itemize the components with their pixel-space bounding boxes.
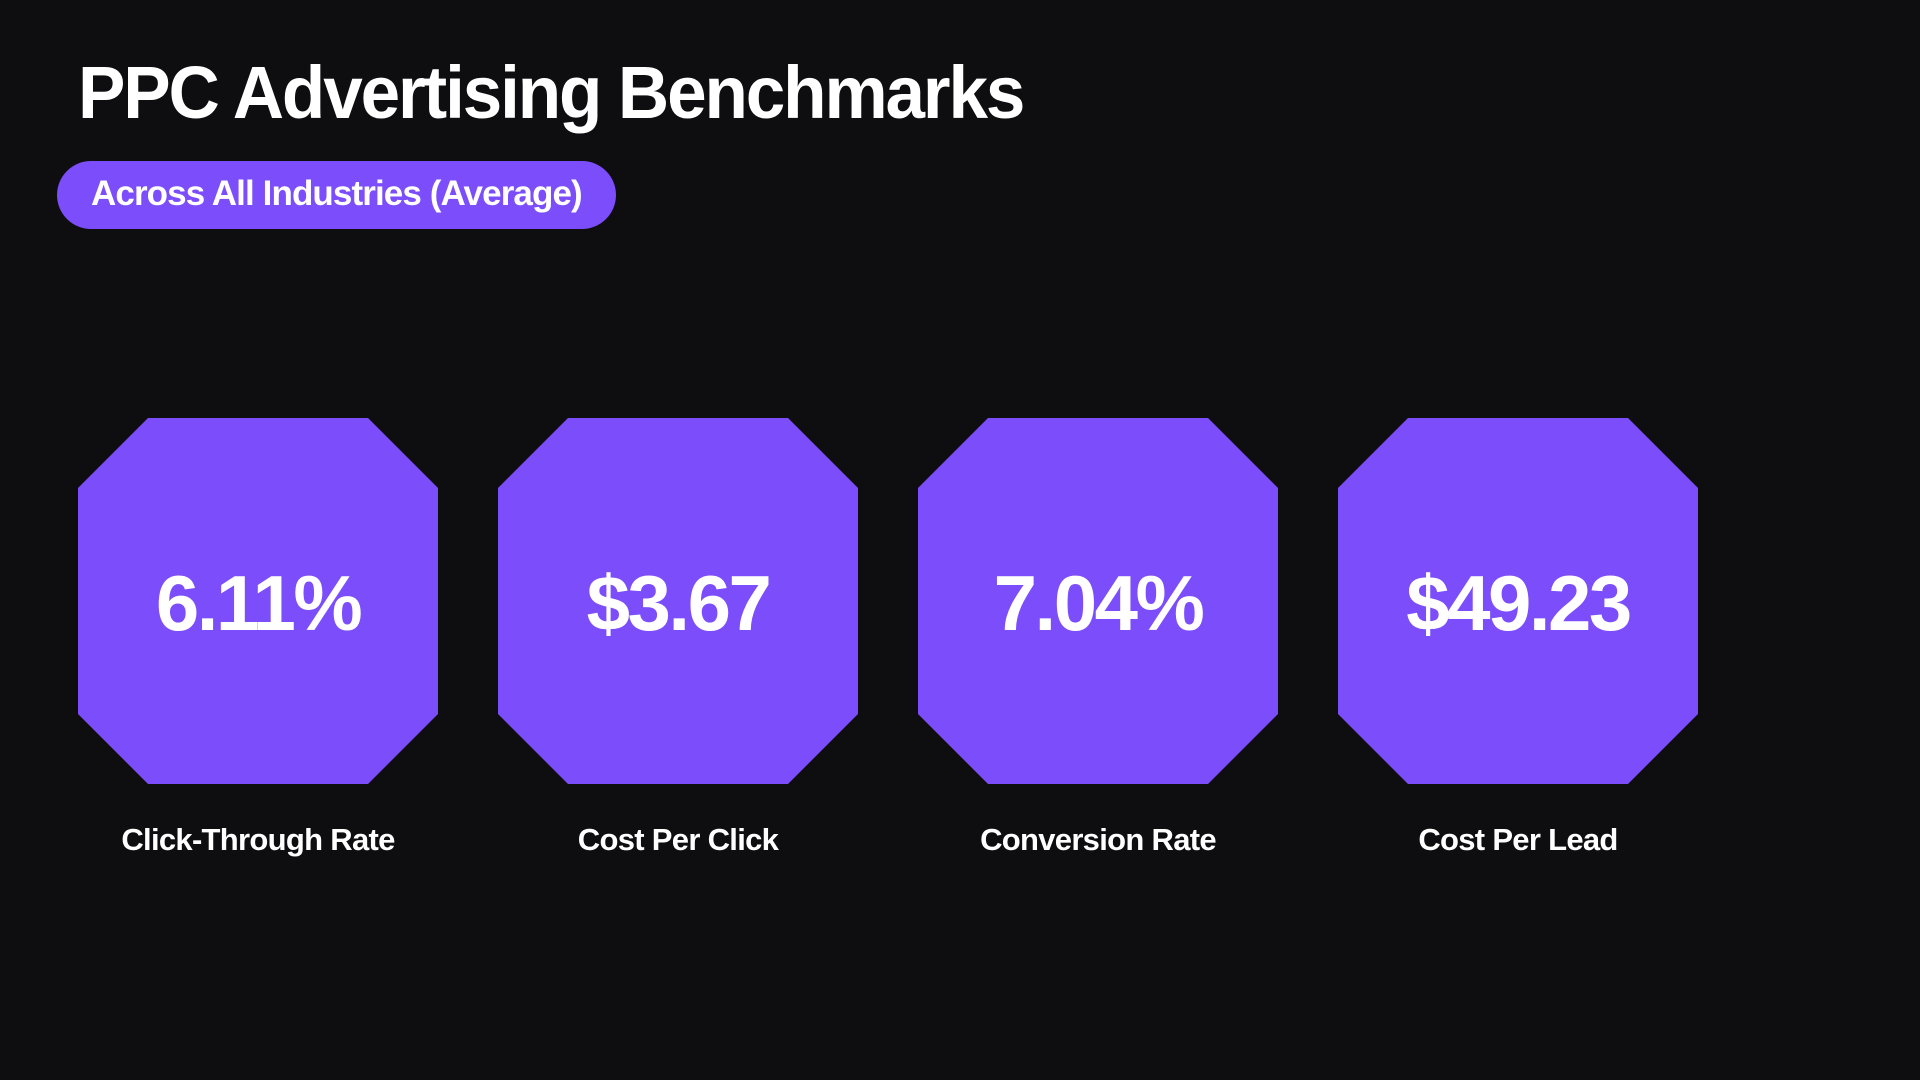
stat-label: Conversion Rate <box>980 822 1217 857</box>
stat-label: Cost Per Click <box>577 822 779 857</box>
stat-card-conversion-rate: 7.04% Conversion Rate <box>918 418 1278 855</box>
stat-label: Click-Through Rate <box>121 822 395 857</box>
stat-label: Cost Per Lead <box>1418 822 1618 857</box>
stats-row: 6.11% Click-Through Rate $3.67 Cost Per … <box>78 418 1844 855</box>
octagon-shape: $3.67 <box>498 418 858 784</box>
stat-card-click-through-rate: 6.11% Click-Through Rate <box>78 418 438 855</box>
stat-value: $3.67 <box>586 559 772 647</box>
stat-card-cost-per-lead: $49.23 Cost Per Lead <box>1338 418 1698 855</box>
octagon-shape: 7.04% <box>918 418 1278 784</box>
stat-value: $49.23 <box>1406 559 1632 647</box>
octagon-shape: 6.11% <box>78 418 438 784</box>
stat-value: 6.11% <box>155 559 363 647</box>
octagon-shape: $49.23 <box>1338 418 1698 784</box>
subtitle-pill: Across All Industries (Average) <box>57 161 616 229</box>
page-title: PPC Advertising Benchmarks <box>78 51 1025 134</box>
header: PPC Advertising Benchmarks Across All In… <box>57 51 1838 229</box>
stat-card-cost-per-click: $3.67 Cost Per Click <box>498 418 858 855</box>
stat-value: 7.04% <box>993 559 1205 647</box>
